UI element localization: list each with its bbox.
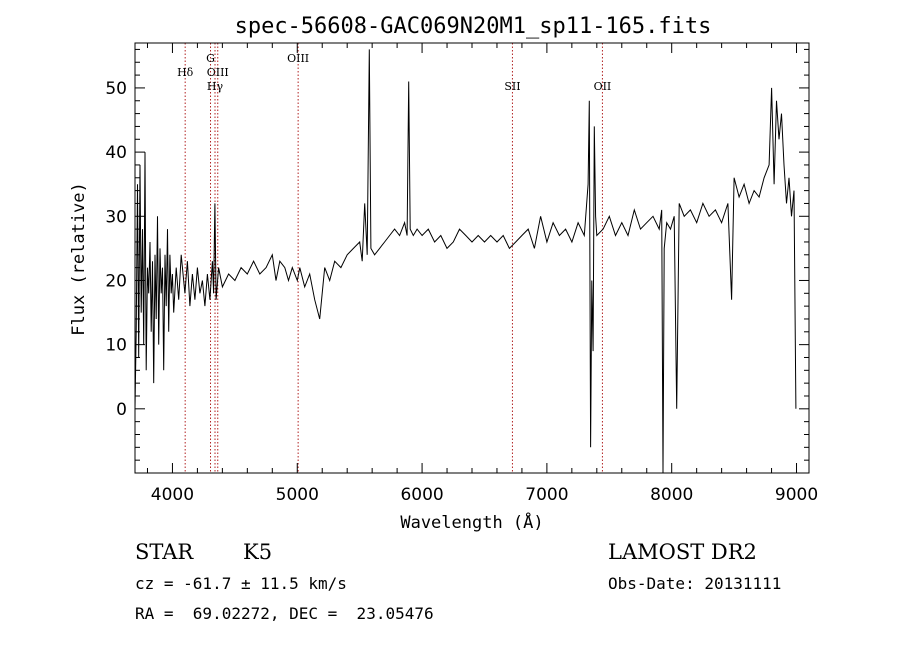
coordinates: RA = 69.02272, DEC = 23.05476 (135, 604, 434, 623)
chart-title: spec-56608-GAC069N20M1_sp11-165.fits (235, 14, 712, 39)
y-tick-label-4: 40 (105, 143, 127, 163)
line-label-6: OII (594, 80, 612, 93)
survey-label: LAMOST DR2 (608, 540, 757, 564)
redshift-velocity: cz = -61.7 ± 11.5 km/s (135, 574, 347, 593)
line-label-5: SII (504, 80, 520, 93)
line-label-2: OIII (207, 66, 229, 79)
y-tick-label-3: 30 (105, 207, 127, 227)
y-tick-label-1: 10 (105, 336, 127, 356)
line-label-4: OIII (287, 52, 309, 65)
x-tick-label-1: 5000 (276, 485, 319, 505)
spectrum-line (134, 49, 797, 474)
x-axis-label: Wavelength (Å) (400, 511, 543, 533)
line-label-1: G (206, 52, 215, 65)
plot-frame (134, 42, 810, 474)
x-tick-label-0: 4000 (151, 485, 194, 505)
line-label-0: Hδ (177, 66, 194, 79)
y-axis-label: Flux (relative) (69, 182, 89, 336)
line-label-3: Hγ (207, 80, 224, 93)
object-subclass: K5 (243, 540, 273, 564)
x-tick-label-2: 6000 (400, 485, 443, 505)
y-tick-label-0: 0 (116, 400, 127, 420)
y-tick-label-2: 20 (105, 271, 127, 291)
x-tick-label-3: 7000 (525, 485, 568, 505)
observation-date: Obs-Date: 20131111 (608, 574, 782, 593)
x-axis-ticks: 4000 5000 6000 7000 8000 9000 (146, 43, 818, 505)
y-tick-label-5: 50 (105, 79, 127, 99)
y-axis-ticks: 0 10 20 30 40 50 (105, 48, 809, 461)
object-class: STAR (135, 540, 194, 564)
x-tick-label-5: 9000 (775, 485, 818, 505)
x-tick-label-4: 8000 (650, 485, 693, 505)
